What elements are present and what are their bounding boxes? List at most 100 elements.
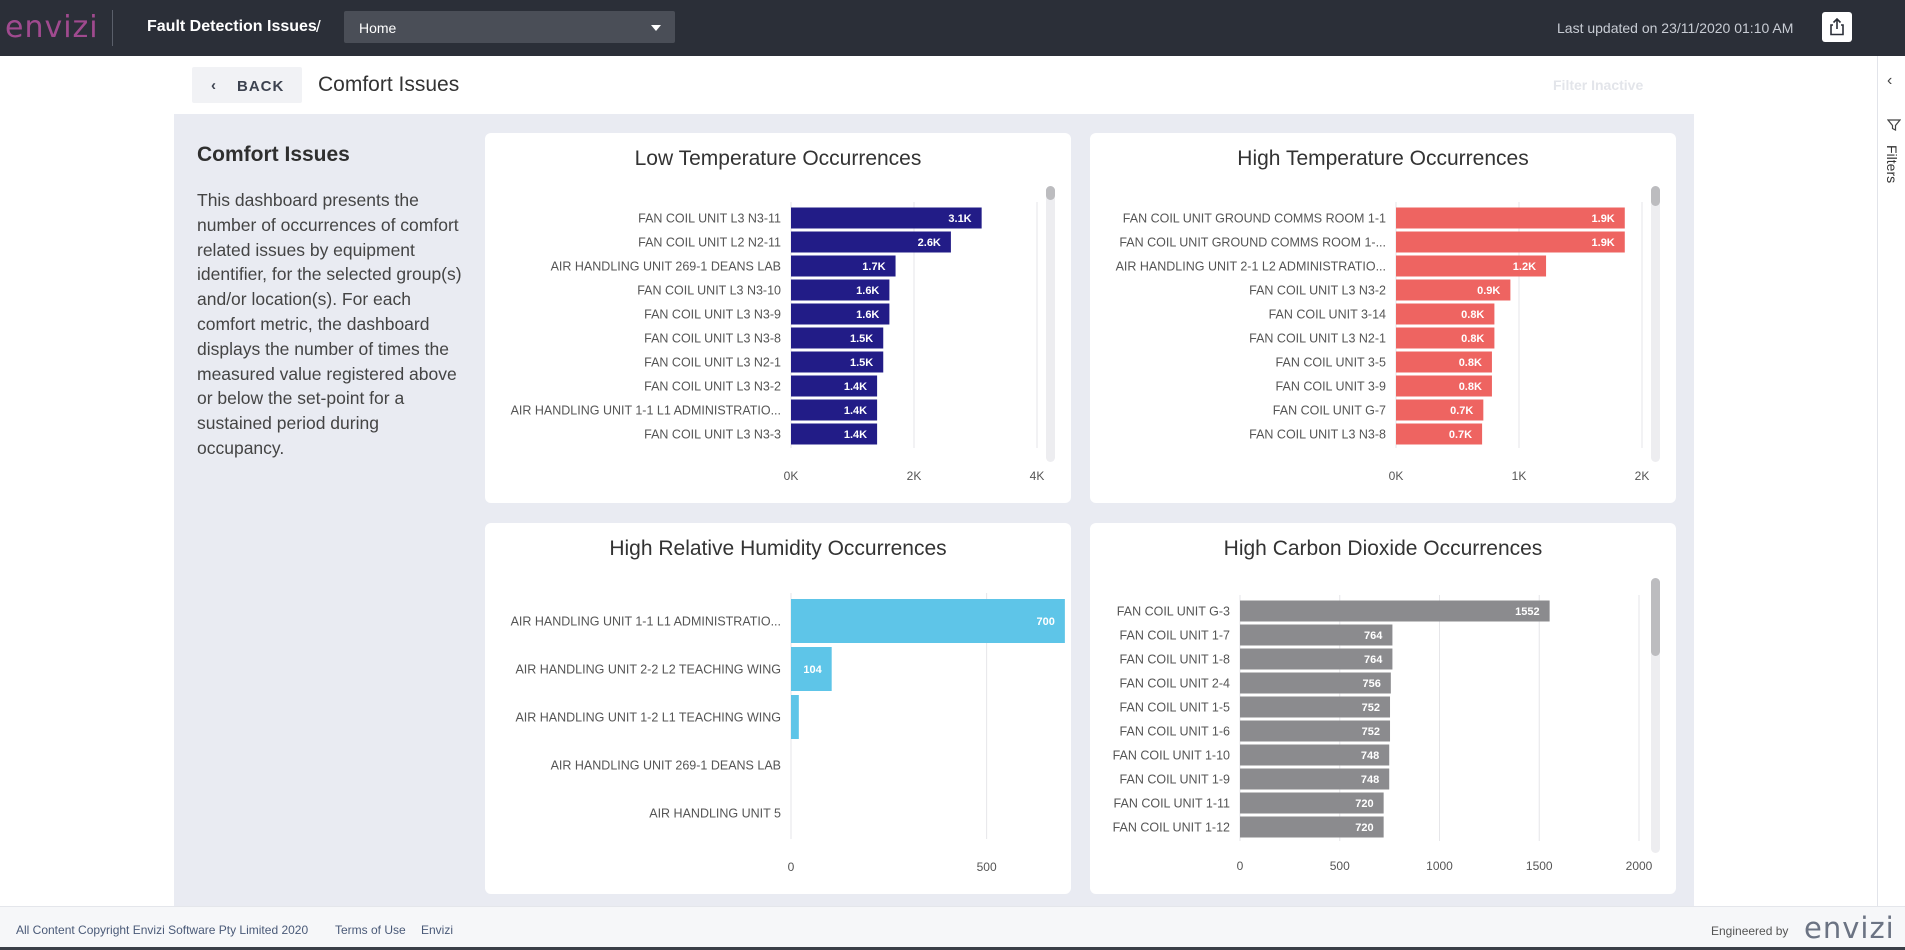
top-bar: envizi Fault Detection Issues / Home Las… [0,0,1905,56]
data-label: 3.1K [948,213,971,225]
bar [791,647,832,691]
view-select-value: Home [359,20,397,36]
bar [791,695,799,739]
data-label: 756 [1362,678,1380,690]
chart-scrollbar[interactable] [1651,578,1660,853]
category-label: FAN COIL UNIT 3-9 [1276,380,1386,394]
view-select[interactable]: Home [344,11,675,43]
footer: All Content Copyright Envizi Software Pt… [0,906,1905,950]
chart-title: High Relative Humidity Occurrences [609,537,947,560]
category-label: AIR HANDLING UNIT 1-1 L1 ADMINISTRATIO..… [511,615,781,629]
data-label: 720 [1355,798,1373,810]
data-label: 1.4K [844,381,867,393]
category-label: FAN COIL UNIT 1-8 [1120,653,1230,667]
bar [1396,399,1484,421]
low-temperature-chart-panel: Low Temperature Occurrences 0K 2K 4K FAN CO… [485,133,1071,503]
bar [1240,672,1391,694]
bar [1240,816,1384,838]
category-label: FAN COIL UNIT G-3 [1117,605,1230,619]
category-label: FAN COIL UNIT 1-6 [1120,725,1230,739]
data-label: 764 [1364,630,1383,642]
category-label: FAN COIL UNIT 1-11 [1114,797,1231,811]
bar [1240,720,1391,742]
tick-label: 0K [1389,469,1404,483]
bar [1396,303,1495,325]
data-label: 1552 [1515,606,1539,618]
header-divider [112,10,113,46]
data-label: 1.6K [856,285,879,297]
data-label: 1.6K [856,309,879,321]
category-label: FAN COIL UNIT 1-10 [1113,749,1230,763]
data-label: 1.5K [850,357,873,369]
bar [791,255,896,277]
data-label: 0.7K [1449,429,1472,441]
copyright-text: All Content Copyright Envizi Software Pt… [16,923,309,937]
envizi-link[interactable]: Envizi [421,923,454,937]
data-label: 1.4K [844,429,867,441]
tick-label: 500 [1330,859,1350,873]
page-title: Comfort Issues [318,73,460,96]
tick-label: 2K [907,469,922,483]
description-title: Comfort Issues [197,143,350,166]
category-label: AIR HANDLING UNIT 5 [649,807,781,821]
data-label: 0.8K [1459,381,1482,393]
bar [1396,351,1492,373]
back-button[interactable]: ‹ BACK [192,67,302,103]
category-label: AIR HANDLING UNIT 1-2 L1 TEACHING WING [515,711,781,725]
category-label: AIR HANDLING UNIT 2-1 L2 ADMINISTRATIO..… [1116,260,1386,274]
bar [1396,327,1495,349]
low-temperature-chart: 0K 2K 4K FAN COIL UNIT L3 N3-11 3.1K FAN COIL… [511,202,1045,483]
category-label: FAN COIL UNIT L3 N2-1 [644,356,781,370]
data-label: 1.2K [1513,261,1536,273]
share-button[interactable] [1822,12,1852,42]
category-label: FAN COIL UNIT 3-5 [1276,356,1386,370]
scrollbar-thumb[interactable] [1046,186,1055,200]
bar [1240,648,1393,670]
filter-icon[interactable] [1887,118,1901,132]
category-label: FAN COIL UNIT L2 N2-11 [638,236,781,250]
category-label: FAN COIL UNIT 1-5 [1120,701,1230,715]
chart-scrollbar[interactable] [1046,186,1055,462]
bar [791,207,982,229]
bar [1396,207,1625,229]
filters-toggle[interactable]: Filters [1884,145,1900,184]
chevron-left-icon[interactable]: ‹ [1887,72,1893,89]
high-humidity-chart: 0 500 AIR HANDLING UNIT 1-1 L1 ADMINISTRAT… [511,593,1065,874]
data-label: 748 [1361,774,1379,786]
bar [1396,279,1511,301]
chart-scrollbar[interactable] [1651,186,1660,462]
bar [791,279,890,301]
category-label: FAN COIL UNIT L3 N3-8 [644,332,781,346]
data-label: 748 [1361,750,1379,762]
tick-label: 0 [788,860,795,874]
filter-panel-border [1877,56,1878,906]
high-humidity-chart-panel: High Relative Humidity Occurrences 0 500 A… [485,523,1071,894]
chart-title: Low Temperature Occurrences [634,147,922,170]
envizi-logo[interactable]: envizi [5,10,99,45]
bar [1240,744,1390,766]
scrollbar-thumb[interactable] [1651,186,1660,206]
bar [791,399,878,421]
category-label: FAN COIL UNIT L3 N3-2 [1249,284,1386,298]
data-label: 0.8K [1459,357,1482,369]
description-text: This dashboard presents the number of oc… [197,190,462,458]
footer-envizi-logo: envizi [1804,911,1895,945]
filter-status: Filter Inactive [1553,77,1644,93]
scrollbar-thumb[interactable] [1651,578,1660,656]
terms-of-use-link[interactable]: Terms of Use [335,923,406,937]
tick-label: 1500 [1526,859,1553,873]
data-label: 1.9K [1592,213,1615,225]
bar [791,351,884,373]
category-label: FAN COIL UNIT L3 N3-9 [644,308,781,322]
tick-label: 4K [1030,469,1045,483]
engineered-by-text: Engineered by [1711,924,1789,938]
breadcrumb-separator: / [316,17,321,36]
data-label: 1.7K [862,261,885,273]
bar [1240,696,1391,718]
data-label: 752 [1362,726,1380,738]
category-label: FAN COIL UNIT GROUND COMMS ROOM 1-... [1119,236,1386,250]
data-label: 0.9K [1477,285,1500,297]
data-label: 700 [1037,616,1055,628]
category-label: FAN COIL UNIT 1-7 [1120,629,1230,643]
tick-label: 1K [1512,469,1527,483]
